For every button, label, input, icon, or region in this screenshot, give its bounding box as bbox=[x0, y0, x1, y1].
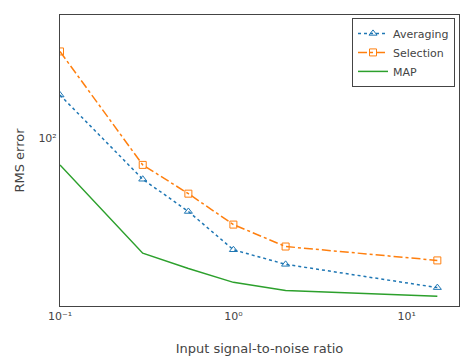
svg-text:RMS error: RMS error bbox=[12, 128, 27, 193]
svg-text:10¹: 10¹ bbox=[398, 310, 416, 323]
svg-text:Selection: Selection bbox=[393, 47, 444, 60]
svg-text:10⁰: 10⁰ bbox=[224, 310, 243, 323]
svg-text:10⁻¹: 10⁻¹ bbox=[48, 310, 72, 323]
svg-text:Averaging: Averaging bbox=[393, 28, 448, 41]
svg-text:10²: 10² bbox=[38, 132, 56, 145]
svg-text:Input signal-to-noise ratio: Input signal-to-noise ratio bbox=[176, 341, 344, 356]
svg-text:MAP: MAP bbox=[393, 66, 417, 79]
